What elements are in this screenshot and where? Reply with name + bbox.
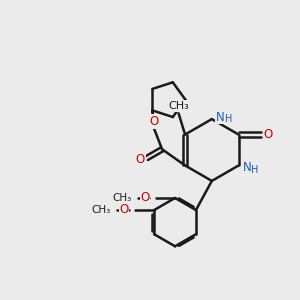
Text: CH₃: CH₃ bbox=[112, 193, 132, 203]
Text: O: O bbox=[140, 191, 149, 204]
Text: O: O bbox=[136, 153, 145, 166]
Text: CH₃: CH₃ bbox=[168, 101, 189, 111]
Text: N: N bbox=[242, 161, 251, 174]
Text: H: H bbox=[251, 165, 259, 175]
Text: O: O bbox=[119, 203, 128, 216]
Text: H: H bbox=[225, 114, 232, 124]
Text: O: O bbox=[149, 115, 158, 128]
Text: CH₃: CH₃ bbox=[92, 205, 111, 215]
Text: N: N bbox=[216, 110, 224, 124]
Text: O: O bbox=[263, 128, 273, 141]
